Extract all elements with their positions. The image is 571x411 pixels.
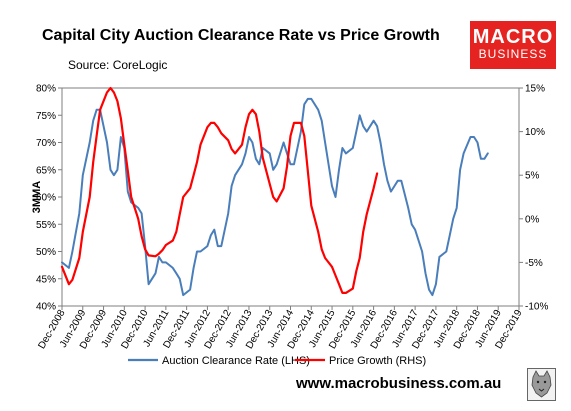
- left-axis-ticks: 40% 45% 50% 55% 60% 65% 70% 75% 80%: [36, 84, 62, 313]
- price-growth-line: [60, 86, 379, 294]
- series-layer: [60, 86, 489, 297]
- left-tick-label: 45%: [36, 274, 56, 285]
- legend-label: Price Growth (RHS): [329, 355, 426, 367]
- left-tick-label: 55%: [36, 220, 56, 231]
- left-tick-label: 65%: [36, 165, 56, 176]
- macrobusiness-logo: MACRO BUSINESS: [470, 21, 556, 69]
- website-url: www.macrobusiness.com.au: [296, 375, 502, 392]
- left-tick-label: 80%: [36, 84, 56, 95]
- wolf-logo-icon: [527, 368, 556, 401]
- legend-label: Auction Clearance Rate (LHS): [162, 355, 310, 367]
- right-tick-label: 15%: [525, 84, 545, 95]
- left-tick-label: 75%: [36, 111, 56, 122]
- right-tick-label: -5%: [525, 258, 543, 269]
- left-tick-label: 50%: [36, 247, 56, 258]
- left-tick-label: 60%: [36, 193, 56, 204]
- left-tick-label: 40%: [36, 302, 56, 313]
- y-axis-label: 3MMA: [31, 181, 43, 213]
- right-tick-label: 10%: [525, 127, 545, 138]
- clearance-rate-line: [61, 97, 489, 297]
- right-axis-ticks: -10% -5% 0% 5% 10% 15%: [519, 84, 548, 313]
- x-axis-ticks: Dec-2008Jun-2009Dec-2009Jun-2010Dec-2010…: [36, 306, 525, 351]
- chart-source: Source: CoreLogic: [68, 58, 168, 72]
- chart-legend: Auction Clearance Rate (LHS) Price Growth…: [128, 355, 426, 367]
- left-tick-label: 70%: [36, 138, 56, 149]
- right-tick-label: -10%: [525, 302, 548, 313]
- right-tick-label: 5%: [525, 171, 540, 182]
- right-tick-label: 0%: [525, 214, 540, 225]
- logo-line2: BUSINESS: [478, 47, 548, 61]
- chart-title: Capital City Auction Clearance Rate vs P…: [42, 27, 440, 44]
- logo-line1: MACRO: [472, 26, 554, 48]
